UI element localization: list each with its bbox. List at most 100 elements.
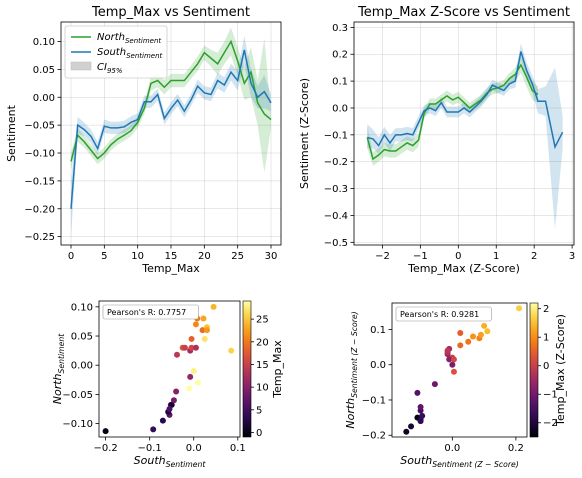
x-tick-label: −0.2: [93, 443, 117, 454]
y-axis-label: Sentiment: [5, 104, 18, 162]
y-tick-label: −0.5: [324, 238, 348, 249]
legend-label-north-sub: Sentiment: [125, 37, 161, 45]
chart-bl: −0.2 −0.1 0.0 0.1 −0.10 −0.05 0.00 0.05 0.10 Sout…: [51, 300, 284, 469]
y-tick-label: −0.3: [324, 184, 348, 195]
ci-band-south: [367, 43, 563, 229]
y-tick-label: −0.05: [24, 121, 55, 132]
scatter-point: [192, 344, 199, 351]
scatter-point: [228, 347, 235, 354]
y-tick-label: 0.00: [71, 361, 93, 372]
y-axis-label-main: North: [51, 373, 64, 404]
legend-label-ci-sub: 95%: [107, 67, 123, 75]
scatter-point: [431, 381, 438, 388]
scatter-point: [195, 379, 202, 386]
y-tick-label: 0.0: [332, 103, 348, 114]
scatter-point: [450, 356, 457, 363]
axes-frame: [98, 300, 241, 438]
x-axis-label-main: South: [134, 454, 166, 467]
scatter-point: [159, 417, 166, 424]
x-tick-label: 20: [198, 251, 211, 262]
x-tick-label: −1: [413, 251, 428, 262]
ci-band-north: [367, 56, 538, 166]
x-tick-label: 0.0: [186, 443, 202, 454]
scatter-point: [446, 356, 453, 363]
x-tick-label: 0.0: [444, 443, 460, 454]
colorbar: [529, 302, 539, 438]
legend-label-south: SouthSentiment: [97, 47, 163, 60]
scatter-point: [477, 331, 484, 338]
ci-band-south: [71, 35, 271, 237]
chart-title: Temp_Max Z-Score vs Sentiment: [357, 5, 570, 20]
scatter-point: [457, 329, 464, 336]
legend-swatch-ci: [70, 61, 92, 71]
scatter-point: [417, 404, 424, 411]
scatter-point: [190, 368, 197, 375]
x-tick-label: 2: [531, 251, 537, 262]
y-tick-label: −0.10: [62, 419, 93, 430]
scatter-point: [170, 397, 177, 404]
axes-frame: [391, 302, 528, 438]
colorbar-tick-label: −1: [543, 390, 558, 401]
colorbar-tick-label: −2: [543, 418, 558, 429]
x-tick-label: 25: [231, 251, 244, 262]
x-axis-label: Temp_Max: [141, 262, 200, 275]
x-tick-label: 0.2: [508, 443, 524, 454]
y-axis-label: NorthSentiment: [51, 333, 66, 404]
scatter-point: [403, 428, 410, 435]
scatter-point: [181, 344, 188, 351]
scatter-point: [414, 389, 421, 396]
y-tick-label: 0.3: [332, 23, 348, 34]
colorbar-label: Temp_Max: [271, 340, 284, 399]
scatter-point: [210, 303, 217, 310]
y-axis-label: Sentiment (Z-Score): [298, 78, 311, 189]
y-tick-label: 0.05: [33, 65, 55, 76]
scatter-point: [150, 426, 157, 433]
colorbar-tick-label: 5: [256, 405, 262, 416]
y-axis-label-sub: Sentiment (Z − Score): [350, 311, 359, 397]
scatter-point: [188, 344, 195, 351]
y-tick-label: 0.10: [33, 37, 55, 48]
y-tick-label: −0.2: [362, 431, 386, 442]
scatter-point: [484, 328, 491, 335]
series-line-south: [367, 51, 564, 150]
colorbar-tick-label: 0: [256, 428, 262, 439]
scatter-point: [102, 428, 109, 435]
colorbar-tick-label: 15: [256, 360, 269, 371]
y-tick-label: 0.00: [33, 93, 55, 104]
y-tick-label: −0.15: [24, 176, 55, 187]
scatter-point: [201, 335, 208, 342]
chart-tr: −2 −1 0 1 2 3 −0.5 −0.4 −0.3 −0.2 −0.1 0.0 0.1 0.2 0.3…: [298, 5, 575, 275]
x-axis-label-sub: Sentiment (Z − Score): [432, 460, 518, 469]
legend-label-north-main: North: [97, 32, 125, 43]
scatter-point: [470, 333, 476, 340]
scatter-point: [186, 385, 193, 392]
pearson-box: [395, 306, 492, 322]
scatter-point: [187, 373, 194, 380]
x-axis-label-sub: Sentiment: [166, 460, 207, 469]
legend-label-north: NorthSentiment: [97, 32, 161, 45]
y-tick-label: −0.05: [62, 390, 93, 401]
scatter-point: [173, 351, 180, 358]
scatter-point: [203, 327, 210, 334]
colorbar-tick-label: 0: [543, 361, 549, 372]
chart-tl: 0 5 10 15 20 25 30 −0.25 −0.20 −0.15 −0.10 −0.05 0.0…: [5, 5, 282, 275]
x-tick-label: −0.1: [138, 443, 162, 454]
legend-label-ci: CI95%: [97, 62, 123, 75]
scatter-point: [516, 305, 523, 312]
scatter-point: [481, 322, 488, 329]
y-tick-label: −0.10: [24, 149, 55, 160]
scatter-point: [457, 342, 464, 349]
y-tick-label: −0.2: [324, 157, 348, 168]
scatter-point: [199, 327, 206, 334]
x-tick-label: 15: [165, 251, 178, 262]
y-tick-label: 0.05: [71, 332, 93, 343]
series-line-north: [70, 39, 272, 162]
x-tick-label: −2: [375, 251, 390, 262]
x-axis-label: Temp_Max (Z-Score): [407, 262, 520, 275]
x-tick-label: 3: [569, 251, 575, 262]
x-tick-label: 5: [101, 251, 107, 262]
y-tick-label: 0.1: [332, 77, 348, 88]
y-axis-label-sub: Sentiment: [57, 333, 66, 374]
y-tick-label: −0.20: [24, 204, 55, 215]
scatter-point: [192, 321, 199, 328]
